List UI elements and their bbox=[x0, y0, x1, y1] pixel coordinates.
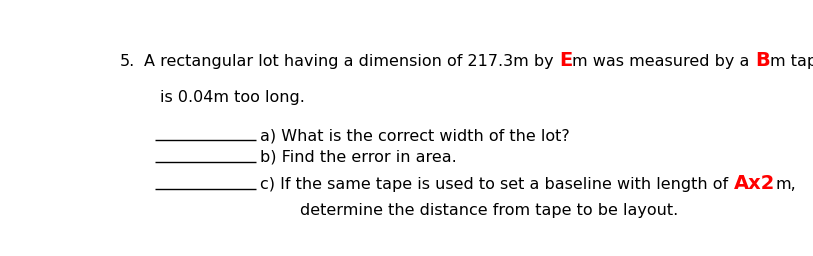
Text: determine the distance from tape to be layout.: determine the distance from tape to be l… bbox=[300, 203, 678, 218]
Text: Ax2: Ax2 bbox=[733, 174, 775, 193]
Text: A rectangular lot having a dimension of 217.3m by: A rectangular lot having a dimension of … bbox=[145, 54, 559, 69]
Text: E: E bbox=[559, 51, 572, 70]
Text: m was measured by a: m was measured by a bbox=[572, 54, 755, 69]
Text: a) What is the correct width of the lot?: a) What is the correct width of the lot? bbox=[260, 128, 570, 143]
Text: m tape which: m tape which bbox=[770, 54, 813, 69]
Text: b) Find the error in area.: b) Find the error in area. bbox=[260, 150, 457, 165]
Text: B: B bbox=[755, 51, 770, 70]
Text: 5.: 5. bbox=[120, 54, 134, 69]
Text: c) If the same tape is used to set a baseline with length of: c) If the same tape is used to set a bas… bbox=[260, 177, 733, 193]
Text: is 0.04m too long.: is 0.04m too long. bbox=[160, 90, 305, 105]
Text: m,: m, bbox=[775, 177, 796, 193]
